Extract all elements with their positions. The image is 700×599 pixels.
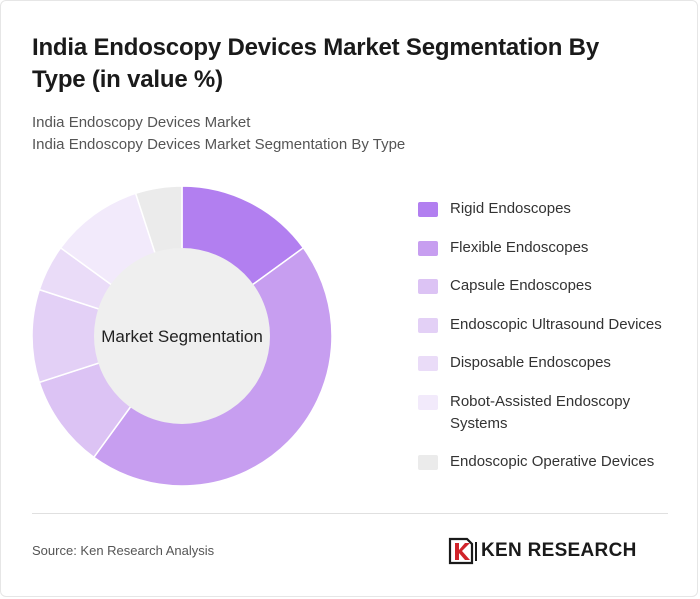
donut-chart: Market Segmentation [31, 185, 333, 487]
brand-logo: KEN RESEARCH [447, 537, 672, 565]
legend-swatch [418, 394, 438, 410]
legend-swatch [418, 240, 438, 256]
legend-swatch [418, 202, 438, 217]
chart-legend: Rigid Endoscopes Flexible Endoscopes Capsu… [418, 198, 688, 490]
legend-label: Endoscopic Ultrasound Devices [450, 315, 662, 333]
legend-item[interactable]: Endoscopic Operative Devices [418, 451, 688, 473]
subtitle-line-2: India Endoscopy Devices Market Segmentat… [32, 136, 406, 153]
legend-label: Capsule Endoscopes [450, 277, 592, 294]
legend-swatch [418, 455, 438, 470]
chart-title: India Endoscopy Devices Market Segmentat… [32, 34, 599, 93]
donut-center-label: Market Segmentation [101, 327, 263, 346]
brand-separator [475, 542, 477, 561]
chart-subtitle: India Endoscopy Devices Market India End… [32, 112, 652, 156]
legend-item[interactable]: Rigid Endoscopes [418, 198, 688, 220]
brand-name: KEN RESEARCH [481, 540, 637, 561]
legend-item[interactable]: Capsule Endoscopes [418, 275, 688, 297]
k-logo-icon [448, 537, 474, 565]
legend-label: Disposable Endoscopes [450, 354, 611, 371]
legend-label: Rigid Endoscopes [450, 200, 571, 217]
donut-center [94, 248, 270, 424]
footer-divider [32, 513, 668, 514]
legend-swatch [418, 279, 438, 294]
legend-label: Flexible Endoscopes [450, 238, 589, 256]
legend-swatch [418, 317, 438, 333]
legend-swatch [418, 356, 438, 371]
legend-item[interactable]: Flexible Endoscopes [418, 237, 688, 259]
legend-label: Robot-Assisted Endoscopy Systems [450, 392, 631, 432]
source-note: Source: Ken Research Analysis [32, 543, 215, 558]
legend-item[interactable]: Disposable Endoscopes [418, 352, 688, 374]
legend-item[interactable]: Robot-Assisted Endoscopy Systems [418, 391, 688, 435]
legend-item[interactable]: Endoscopic Ultrasound Devices [418, 314, 688, 336]
subtitle-line-1: India Endoscopy Devices Market [32, 114, 251, 131]
legend-label: Endoscopic Operative Devices [450, 453, 655, 470]
